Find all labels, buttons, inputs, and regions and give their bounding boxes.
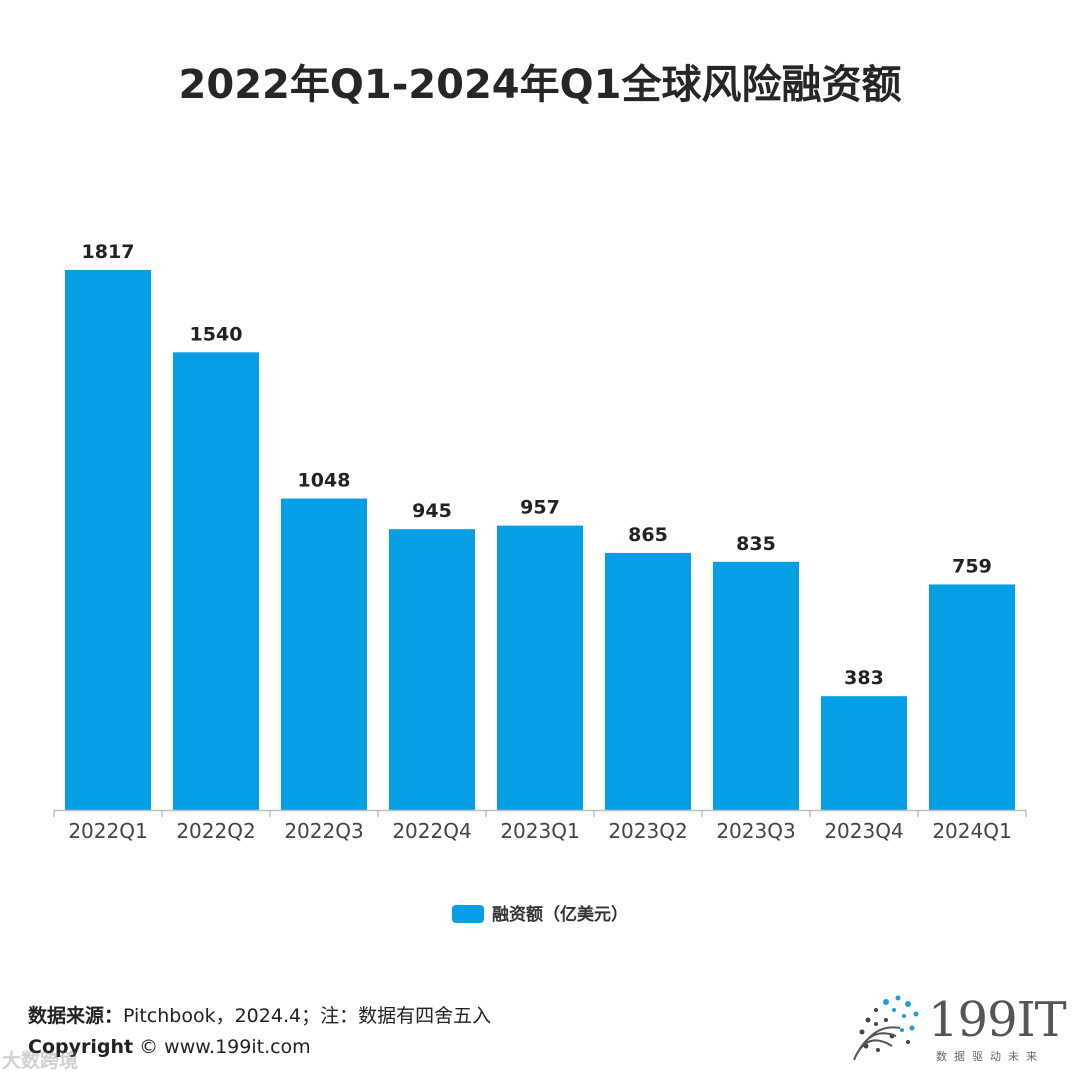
x-tick-label-2022Q2: 2022Q2 — [176, 819, 255, 843]
value-label-2023Q4: 383 — [844, 667, 884, 689]
legend-swatch — [452, 905, 484, 923]
logo-dots-icon — [853, 995, 919, 1061]
x-tick-label-2023Q2: 2023Q2 — [608, 819, 687, 843]
value-label-2022Q2: 1540 — [190, 323, 243, 345]
x-axis — [53, 809, 1027, 817]
value-label-2023Q3: 835 — [736, 533, 776, 555]
value-label-2022Q3: 1048 — [298, 470, 351, 492]
watermark: 大数跨境 — [2, 1050, 79, 1072]
x-tick-label-2023Q3: 2023Q3 — [716, 819, 795, 843]
source-text: Pitchbook，2024.4；注：数据有四舍五入 — [123, 1005, 492, 1027]
copyright-label: Copyright — [28, 1036, 134, 1058]
bar-2022Q4 — [389, 529, 475, 810]
bar-2023Q2 — [605, 552, 691, 810]
legend: 融资额（亿美元） — [0, 900, 1080, 925]
x-tick-label-2022Q3: 2022Q3 — [284, 819, 363, 843]
brand-logo: 199IT 数据驱动未来 — [846, 990, 1067, 1070]
x-tick-labels-group: 2022Q1 2022Q2 2022Q3 2022Q4 2023Q1 2023Q2 2023… — [68, 819, 1011, 843]
value-label-2024Q1: 759 — [952, 555, 992, 577]
logo-subtitle: 数据驱动未来 — [936, 1050, 1044, 1063]
bar-2024Q1 — [929, 584, 1015, 810]
logo-text: 199IT — [928, 992, 1067, 1048]
x-tick-label-2023Q1: 2023Q1 — [500, 819, 579, 843]
source-note: 数据来源：Pitchbook，2024.4；注：数据有四舍五入 — [28, 1001, 491, 1028]
bars-group — [65, 270, 1015, 810]
copyright-text: © www.199it.com — [139, 1036, 311, 1058]
bar-2023Q3 — [713, 561, 799, 810]
value-label-2023Q1: 957 — [520, 497, 560, 519]
x-tick-label-2022Q4: 2022Q4 — [392, 819, 471, 843]
chart-title: 2022年Q1-2024年Q1全球风险融资额 — [178, 62, 902, 108]
value-labels-group: 1817 1540 1048 945 957 865 835 383 759 — [82, 241, 992, 689]
value-label-2022Q4: 945 — [412, 500, 452, 522]
x-tick-label-2023Q4: 2023Q4 — [824, 819, 903, 843]
copyright-line: Copyright © www.199it.com — [28, 1036, 311, 1058]
bar-2022Q3 — [281, 498, 367, 810]
bar-2023Q1 — [497, 525, 583, 810]
value-label-2023Q2: 865 — [628, 524, 668, 546]
legend-label: 融资额（亿美元） — [492, 905, 628, 925]
bar-2022Q2 — [173, 352, 259, 810]
source-label: 数据来源： — [28, 1005, 124, 1027]
x-tick-label-2024Q1: 2024Q1 — [932, 819, 1011, 843]
x-tick-label-2022Q1: 2022Q1 — [68, 819, 147, 843]
value-label-2022Q1: 1817 — [82, 241, 135, 263]
bar-2022Q1 — [65, 270, 151, 810]
bar-2023Q4 — [821, 696, 907, 810]
